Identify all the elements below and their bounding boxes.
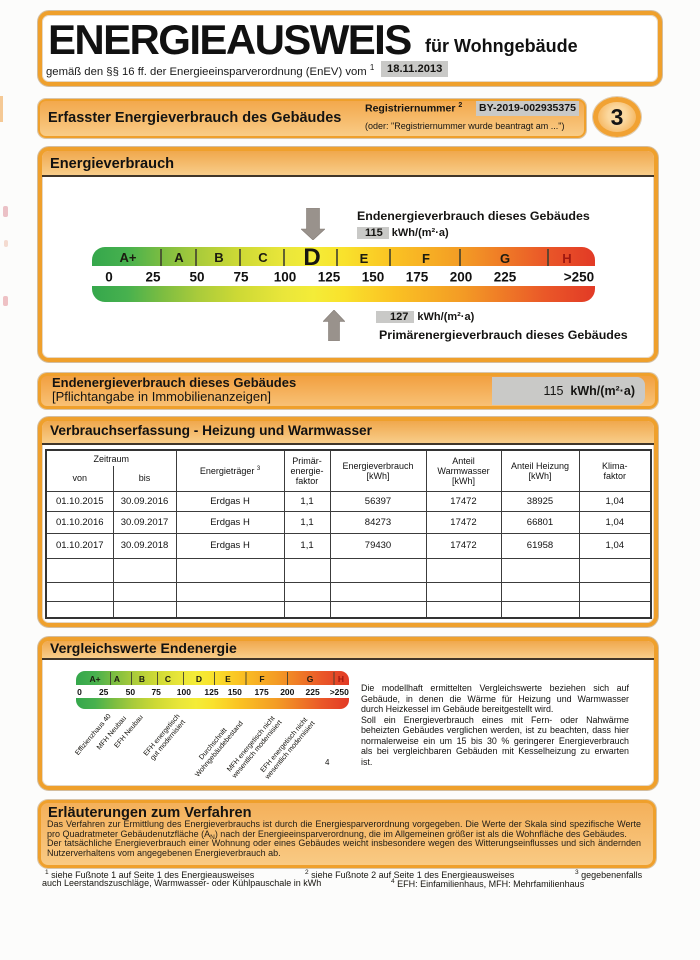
svg-text:225: 225: [494, 270, 517, 285]
svg-text:F: F: [422, 251, 430, 266]
svg-text:G: G: [500, 251, 510, 266]
svg-text:D: D: [196, 674, 202, 684]
svg-text:C: C: [165, 674, 171, 684]
svg-text:50: 50: [126, 687, 136, 697]
svg-text:75: 75: [151, 687, 161, 697]
svg-text:0: 0: [77, 687, 82, 697]
svg-text:150: 150: [362, 270, 385, 285]
svg-text:175: 175: [406, 270, 429, 285]
svg-text:>250: >250: [330, 687, 349, 697]
svg-text:0: 0: [105, 270, 113, 285]
svg-text:100: 100: [177, 687, 191, 697]
svg-text:150: 150: [228, 687, 242, 697]
svg-text:100: 100: [274, 270, 297, 285]
svg-text:25: 25: [99, 687, 109, 697]
svg-text:200: 200: [280, 687, 294, 697]
svg-text:F: F: [259, 674, 264, 684]
svg-text:200: 200: [450, 270, 473, 285]
svg-text:A: A: [174, 250, 184, 265]
svg-text:E: E: [225, 674, 231, 684]
svg-text:G: G: [307, 674, 314, 684]
svg-text:225: 225: [306, 687, 320, 697]
svg-text:A+: A+: [89, 674, 100, 684]
svg-text:75: 75: [233, 270, 249, 285]
svg-text:D: D: [303, 247, 320, 271]
svg-text:B: B: [214, 250, 223, 265]
svg-text:E: E: [360, 251, 369, 266]
svg-text:B: B: [139, 674, 145, 684]
svg-text:50: 50: [189, 270, 204, 285]
svg-text:125: 125: [204, 687, 218, 697]
svg-text:A+: A+: [120, 250, 137, 265]
svg-text:>250: >250: [564, 270, 594, 285]
svg-text:25: 25: [145, 270, 161, 285]
svg-text:A: A: [114, 674, 120, 684]
svg-text:125: 125: [318, 270, 341, 285]
svg-text:H: H: [338, 674, 344, 684]
svg-text:C: C: [258, 250, 268, 265]
svg-text:H: H: [562, 251, 571, 266]
svg-text:175: 175: [255, 687, 269, 697]
